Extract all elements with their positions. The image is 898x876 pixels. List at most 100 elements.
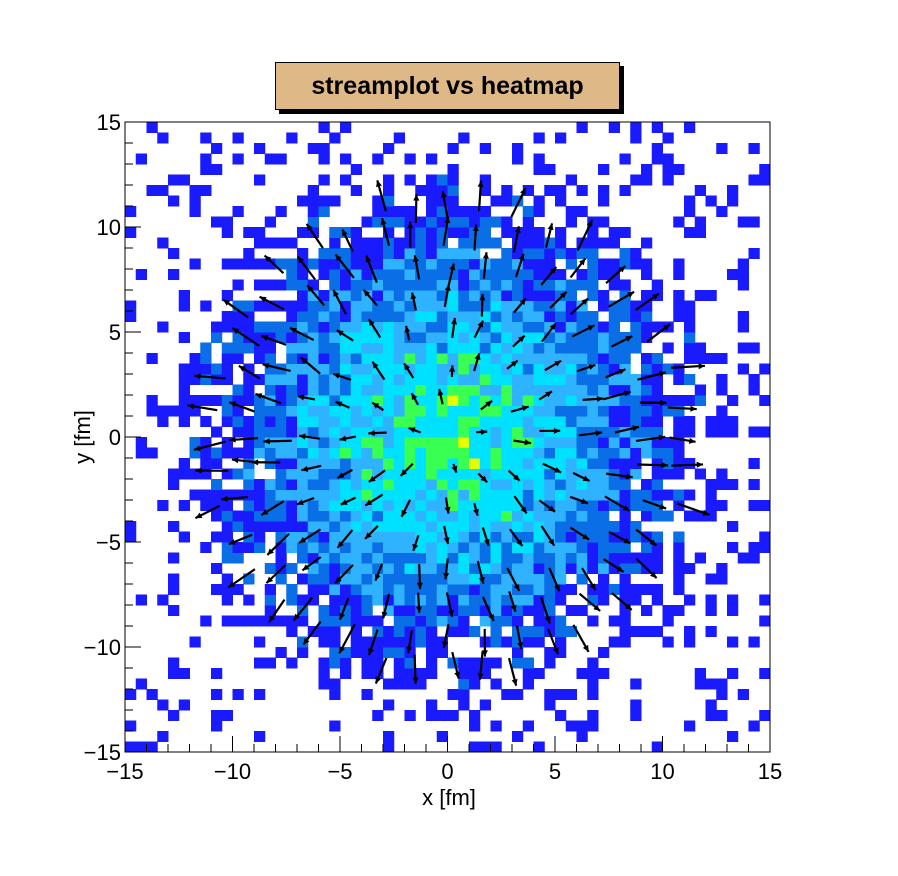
arrow-head [702,509,710,516]
heatmap-cell [211,563,223,574]
heatmap-cell [651,437,663,448]
heatmap-cell [415,500,427,511]
heatmap-cell [340,584,352,595]
heatmap-cell [458,132,470,144]
heatmap-cell [759,668,770,679]
heatmap-cell [522,563,534,574]
heatmap-cell [243,416,255,427]
heatmap-cell [522,447,534,459]
heatmap-cell [447,479,459,490]
heatmap-cell [307,206,319,217]
heatmap-cell [211,584,223,595]
heatmap-cell [393,678,405,690]
heatmap-cell [490,426,502,438]
heatmap-cell [587,332,599,343]
heatmap-cell [555,395,567,406]
heatmap-cell [436,458,448,469]
heatmap-cell [619,353,631,364]
heatmap-cell [555,363,567,375]
heatmap-cell [426,615,438,627]
heatmap-cell [264,657,276,669]
heatmap-cell [426,626,438,637]
heatmap-cell [211,531,223,543]
heatmap-cell [307,489,319,501]
heatmap-cell [662,605,674,616]
heatmap-cell [189,195,201,207]
heatmap-cell [555,416,567,427]
heatmap-cell [630,521,642,532]
heatmap-cell [404,353,416,364]
arrow-head [410,292,417,300]
heatmap-cell [125,311,137,322]
arrow-head [473,508,479,516]
heatmap-cell [619,542,631,553]
arrow-head [301,465,309,472]
heatmap-cell [522,206,534,217]
heatmap-cell [393,584,405,595]
heatmap-cell [447,689,459,700]
heatmap-cell [576,353,588,364]
heatmap-cell [254,447,266,459]
arrow-head [232,328,240,335]
heatmap-cell [383,279,395,291]
heatmap-cell [318,374,330,385]
arrow-head [372,402,380,409]
x-tick-label: −15 [106,759,143,784]
heatmap-cell [533,248,545,259]
heatmap-cell [662,615,674,627]
heatmap-cell [340,479,352,490]
heatmap-cell [307,311,319,322]
heatmap-cell [383,437,395,448]
heatmap-cell [318,143,330,154]
heatmap-cell [662,636,674,648]
arrow-head [549,266,557,274]
heatmap-cell [447,300,459,312]
heatmap-cell [264,279,276,291]
arrow-head [618,368,626,375]
heatmap-cell [211,720,223,732]
heatmap-cell [630,531,642,543]
heatmap-cell [297,290,309,301]
heatmap-cell [512,143,524,154]
heatmap-cells [125,122,770,752]
heatmap-cell [329,237,341,249]
heatmap-cell [340,647,352,658]
heatmap-cell [415,227,427,238]
heatmap-cell [490,384,502,396]
arrow-head [228,581,236,588]
heatmap-cell [565,458,577,469]
heatmap-cell [404,153,416,165]
arrow-head [688,437,696,444]
heatmap-cell [759,594,770,606]
heatmap-cell [737,269,749,280]
heatmap-cell [286,657,298,669]
heatmap-cell [404,573,416,585]
arrow-head [474,353,481,361]
heatmap-cell [436,279,448,291]
heatmap-cell [533,269,545,280]
heatmap-cell [286,479,298,490]
heatmap-cell [684,594,696,606]
heatmap-cell [565,479,577,490]
heatmap-cell [501,363,513,375]
heatmap-cell [673,311,685,322]
heatmap-cell [383,311,395,322]
arrow-head [415,606,423,613]
arrow-head [518,253,525,261]
heatmap-cell [361,332,373,343]
heatmap-cell [565,374,577,385]
heatmap-cell [436,489,448,501]
heatmap-cell [512,500,524,511]
heatmap-cell [522,500,534,511]
heatmap-cell [340,153,352,165]
heatmap-cell [555,321,567,333]
heatmap-cell [694,468,706,480]
heatmap-cell [383,216,395,228]
heatmap-cell [619,458,631,469]
heatmap-cell [361,269,373,280]
heatmap-cell [404,657,416,669]
heatmap-cell [436,584,448,595]
heatmap-cell [533,395,545,406]
heatmap-cell [254,416,266,427]
